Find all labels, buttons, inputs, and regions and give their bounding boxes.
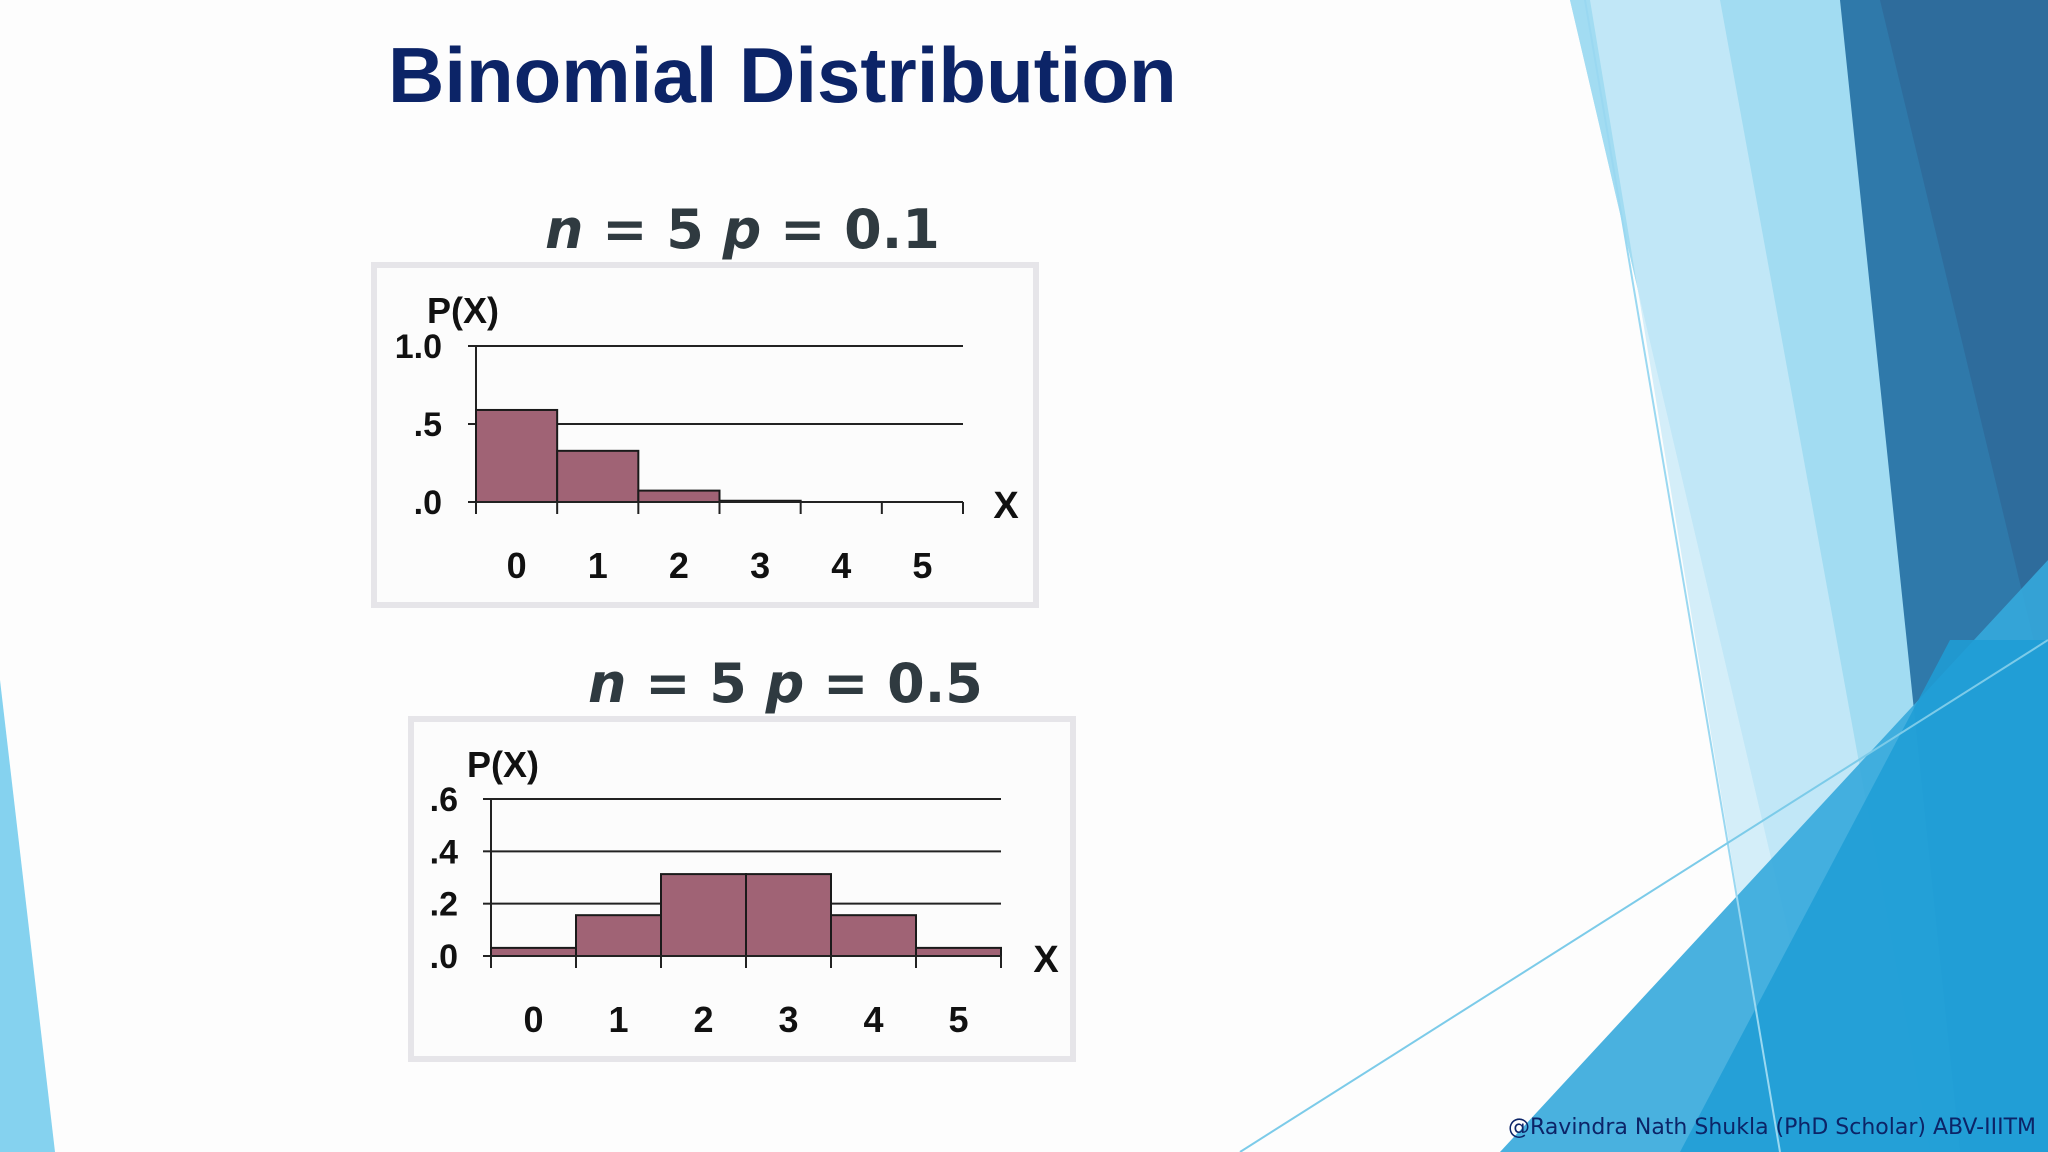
bar: [556, 449, 640, 503]
y-tick-label: .0: [414, 484, 442, 522]
slide-title: Binomial Distribution: [388, 31, 1177, 119]
x-tick-label: 4: [863, 999, 883, 1040]
x-tick-label: 5: [912, 545, 932, 586]
footer-credit: @Ravindra Nath Shukla (PhD Scholar) ABV-…: [1508, 1115, 2036, 1140]
y-axis-label: P(X): [427, 290, 499, 331]
n-value: = 5: [583, 198, 723, 261]
y-tick-label: .5: [414, 406, 442, 444]
n-symbol: n: [588, 652, 627, 715]
x-tick-label: 5: [948, 999, 968, 1040]
p-symbol: p: [765, 652, 805, 715]
x-tick-label: 3: [750, 545, 770, 586]
y-tick-label: .4: [430, 833, 458, 871]
y-axis-label: P(X): [467, 744, 539, 785]
bar: [490, 946, 577, 957]
bar: [475, 408, 559, 503]
n-value: = 5: [626, 652, 766, 715]
x-axis-label: X: [993, 485, 1019, 527]
x-tick-label: 1: [608, 999, 628, 1040]
chart-2-parameters: n = 5 p = 0.5: [588, 652, 983, 715]
n-symbol: n: [545, 198, 584, 261]
chart-1: .0 .5 1.0 0 1 2 3 4 5 P(X) X: [371, 262, 1039, 608]
y-tick-label: .6: [430, 781, 458, 819]
x-tick-label: 1: [588, 545, 608, 586]
x-tick-label: 2: [669, 545, 689, 586]
p-symbol: p: [722, 198, 762, 261]
bar: [830, 914, 917, 957]
bar: [745, 873, 832, 957]
chart-1-parameters: n = 5 p = 0.1: [545, 198, 940, 261]
bar: [575, 914, 662, 957]
x-tick-label: 0: [507, 545, 527, 586]
bar: [637, 489, 721, 503]
p-value: = 0.5: [804, 652, 983, 715]
p-value: = 0.1: [761, 198, 940, 261]
chart-2: .0 .2 .4 .6 0 1 2 3 4 5 P(X) X: [408, 716, 1076, 1062]
y-tick-label: .0: [430, 938, 458, 976]
x-axis-label: X: [1033, 939, 1059, 981]
y-tick-label: 1.0: [395, 328, 442, 366]
x-tick-label: 0: [523, 999, 543, 1040]
x-tick-label: 4: [831, 545, 851, 586]
y-tick-label: .2: [430, 886, 458, 924]
bar: [660, 873, 747, 957]
x-tick-label: 2: [693, 999, 713, 1040]
x-tick-label: 3: [778, 999, 798, 1040]
bar: [915, 946, 1002, 957]
